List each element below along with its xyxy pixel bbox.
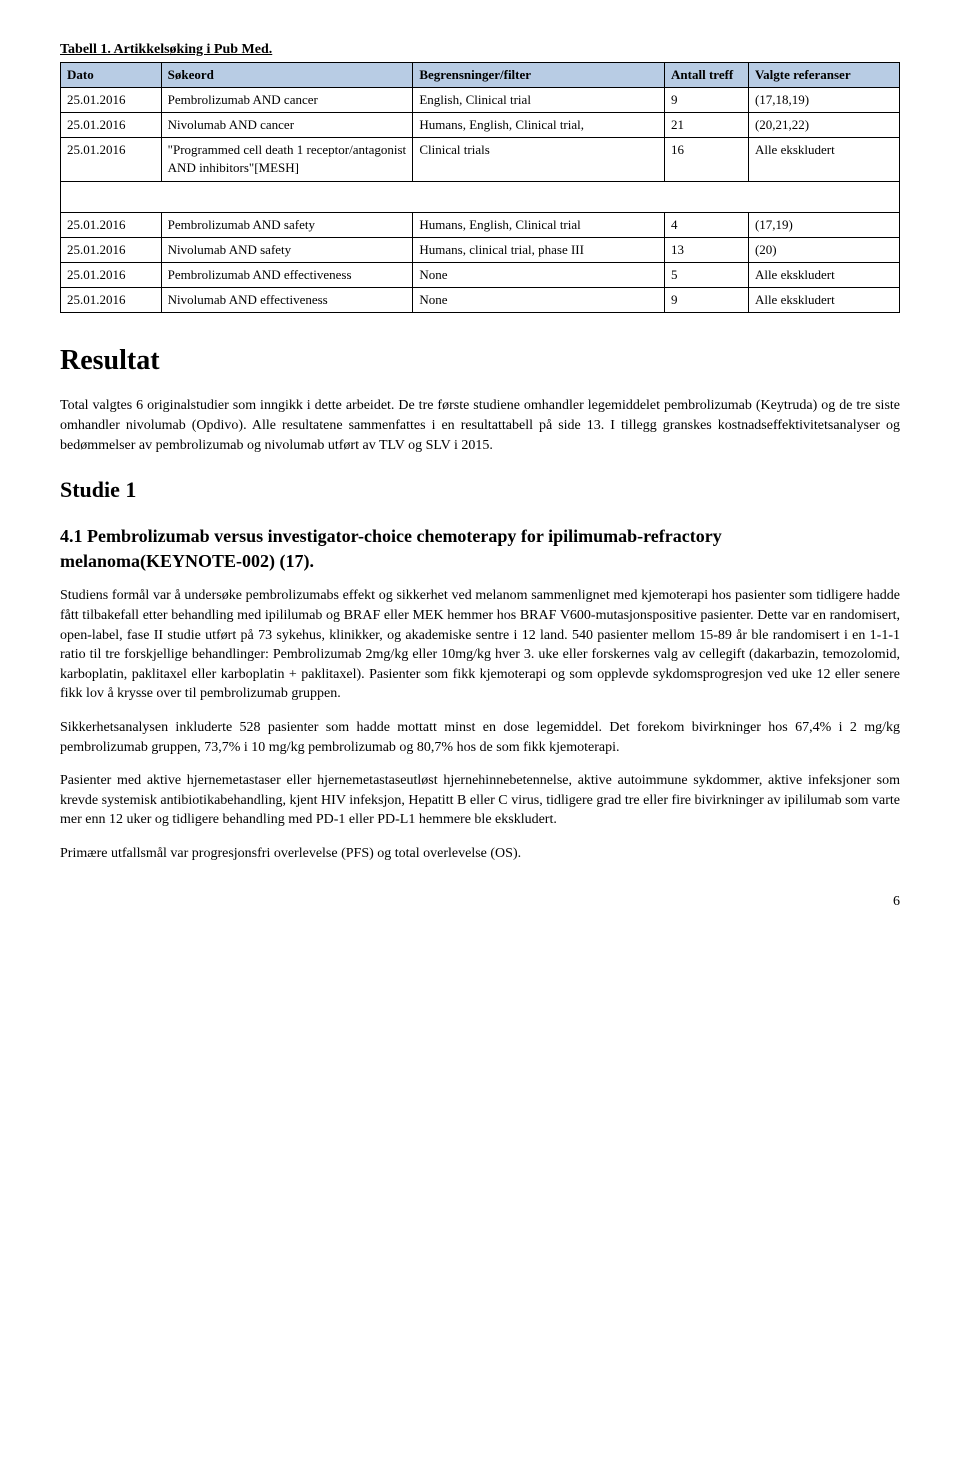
table-cell: 25.01.2016 (61, 237, 162, 262)
table-cell: (20,21,22) (748, 112, 899, 137)
table-cell: (20) (748, 237, 899, 262)
table-caption: Tabell 1. Artikkelsøking i Pub Med. (60, 40, 900, 60)
table-cell: 16 (665, 138, 749, 181)
table-header-row: Dato Søkeord Begrensninger/filter Antall… (61, 62, 900, 87)
table-cell: Humans, English, Clinical trial, (413, 112, 665, 137)
table-cell: 13 (665, 237, 749, 262)
table-cell: 9 (665, 288, 749, 313)
table-cell: None (413, 262, 665, 287)
heading-studie1: Studie 1 (60, 475, 900, 506)
table-cell: Nivolumab AND safety (161, 237, 413, 262)
search-table: Dato Søkeord Begrensninger/filter Antall… (60, 62, 900, 314)
table-cell: Pembrolizumab AND effectiveness (161, 262, 413, 287)
table-row: 25.01.2016Nivolumab AND effectivenessNon… (61, 288, 900, 313)
table-row: 25.01.2016Pembrolizumab AND cancerEnglis… (61, 87, 900, 112)
table-cell: Humans, clinical trial, phase III (413, 237, 665, 262)
para-safety: Sikkerhetsanalysen inkluderte 528 pasien… (60, 718, 900, 757)
table-cell: Alle ekskludert (748, 288, 899, 313)
para-studie-desc: Studiens formål var å undersøke pembroli… (60, 586, 900, 704)
para-outcomes: Primære utfallsmål var progresjonsfri ov… (60, 844, 900, 864)
para-exclusion: Pasienter med aktive hjernemetastaser el… (60, 771, 900, 830)
table-cell: 25.01.2016 (61, 112, 162, 137)
col-treff: Antall treff (665, 62, 749, 87)
table-cell: Nivolumab AND cancer (161, 112, 413, 137)
table-cell: 25.01.2016 (61, 87, 162, 112)
table-cell: Pembrolizumab AND safety (161, 212, 413, 237)
table-cell: "Programmed cell death 1 receptor/antago… (161, 138, 413, 181)
col-sokeord: Søkeord (161, 62, 413, 87)
page-number: 6 (60, 892, 900, 912)
table-cell: 25.01.2016 (61, 262, 162, 287)
table-cell: 21 (665, 112, 749, 137)
table-cell: 25.01.2016 (61, 138, 162, 181)
table-cell: Humans, English, Clinical trial (413, 212, 665, 237)
table-row: 25.01.2016Nivolumab AND cancerHumans, En… (61, 112, 900, 137)
table-cell: Alle ekskludert (748, 138, 899, 181)
table-cell: English, Clinical trial (413, 87, 665, 112)
table-cell: Pembrolizumab AND cancer (161, 87, 413, 112)
col-ref: Valgte referanser (748, 62, 899, 87)
table-row: 25.01.2016Pembrolizumab AND safetyHumans… (61, 212, 900, 237)
col-dato: Dato (61, 62, 162, 87)
table-cell: 5 (665, 262, 749, 287)
table-cell: Nivolumab AND effectiveness (161, 288, 413, 313)
table-row: 25.01.2016"Programmed cell death 1 recep… (61, 138, 900, 181)
table-cell: 4 (665, 212, 749, 237)
table-cell: 25.01.2016 (61, 212, 162, 237)
table-cell: (17,18,19) (748, 87, 899, 112)
table-cell: Alle ekskludert (748, 262, 899, 287)
heading-4-1: 4.1 Pembrolizumab versus investigator-ch… (60, 524, 900, 574)
table-cell: (17,19) (748, 212, 899, 237)
table-row: 25.01.2016Pembrolizumab AND effectivenes… (61, 262, 900, 287)
table-row: 25.01.2016Nivolumab AND safetyHumans, cl… (61, 237, 900, 262)
table-cell: None (413, 288, 665, 313)
table-cell: 25.01.2016 (61, 288, 162, 313)
para-intro: Total valgtes 6 originalstudier som inng… (60, 396, 900, 455)
table-spacer (61, 181, 900, 212)
heading-resultat: Resultat (60, 341, 900, 380)
table-cell: Clinical trials (413, 138, 665, 181)
col-filter: Begrensninger/filter (413, 62, 665, 87)
table-cell: 9 (665, 87, 749, 112)
